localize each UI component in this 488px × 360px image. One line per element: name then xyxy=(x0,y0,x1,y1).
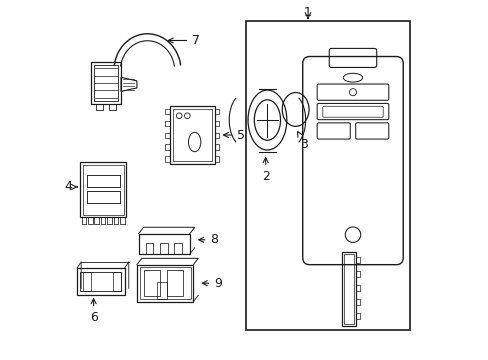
Bar xyxy=(355,299,359,305)
Bar xyxy=(355,285,359,291)
Bar xyxy=(120,217,124,224)
Bar xyxy=(87,192,120,203)
Bar xyxy=(174,243,182,254)
Text: 3: 3 xyxy=(297,132,308,150)
Bar xyxy=(214,132,219,138)
Bar xyxy=(165,121,170,126)
Bar xyxy=(87,175,120,187)
Bar xyxy=(214,109,219,114)
Bar xyxy=(96,104,102,111)
Bar xyxy=(81,162,126,217)
Bar xyxy=(139,234,189,254)
Text: 7: 7 xyxy=(168,34,200,47)
Text: 4: 4 xyxy=(64,180,78,193)
Bar xyxy=(143,270,160,296)
Bar xyxy=(77,268,124,294)
Bar xyxy=(145,243,153,254)
Bar xyxy=(114,217,118,224)
Bar xyxy=(214,121,219,126)
Bar xyxy=(170,106,214,164)
Text: 1: 1 xyxy=(304,6,311,19)
Bar xyxy=(94,217,99,224)
Bar xyxy=(343,255,353,324)
Bar xyxy=(83,272,91,291)
Bar xyxy=(214,156,219,162)
Text: 6: 6 xyxy=(89,299,97,324)
Bar xyxy=(165,156,170,162)
Bar xyxy=(140,267,190,299)
Bar xyxy=(165,109,170,114)
Bar xyxy=(88,217,92,224)
Bar xyxy=(341,252,355,327)
Text: 2: 2 xyxy=(261,158,269,183)
Bar xyxy=(107,217,112,224)
Text: 9: 9 xyxy=(202,277,222,290)
Text: 8: 8 xyxy=(198,233,218,246)
Bar xyxy=(246,21,409,330)
Bar xyxy=(156,282,166,299)
Bar xyxy=(94,65,118,101)
Bar xyxy=(165,132,170,138)
Text: 5: 5 xyxy=(223,129,244,141)
Bar xyxy=(109,104,116,111)
Bar xyxy=(165,144,170,150)
Bar xyxy=(160,243,167,254)
Bar xyxy=(101,217,105,224)
Bar xyxy=(91,62,121,104)
Bar xyxy=(137,265,193,302)
Bar xyxy=(81,217,86,224)
Bar xyxy=(83,165,123,215)
Bar xyxy=(173,109,211,161)
Bar xyxy=(355,313,359,319)
Bar xyxy=(166,270,183,296)
Bar xyxy=(214,144,219,150)
Bar xyxy=(355,257,359,263)
Bar xyxy=(81,272,121,291)
Bar xyxy=(355,271,359,277)
Bar xyxy=(113,272,121,291)
